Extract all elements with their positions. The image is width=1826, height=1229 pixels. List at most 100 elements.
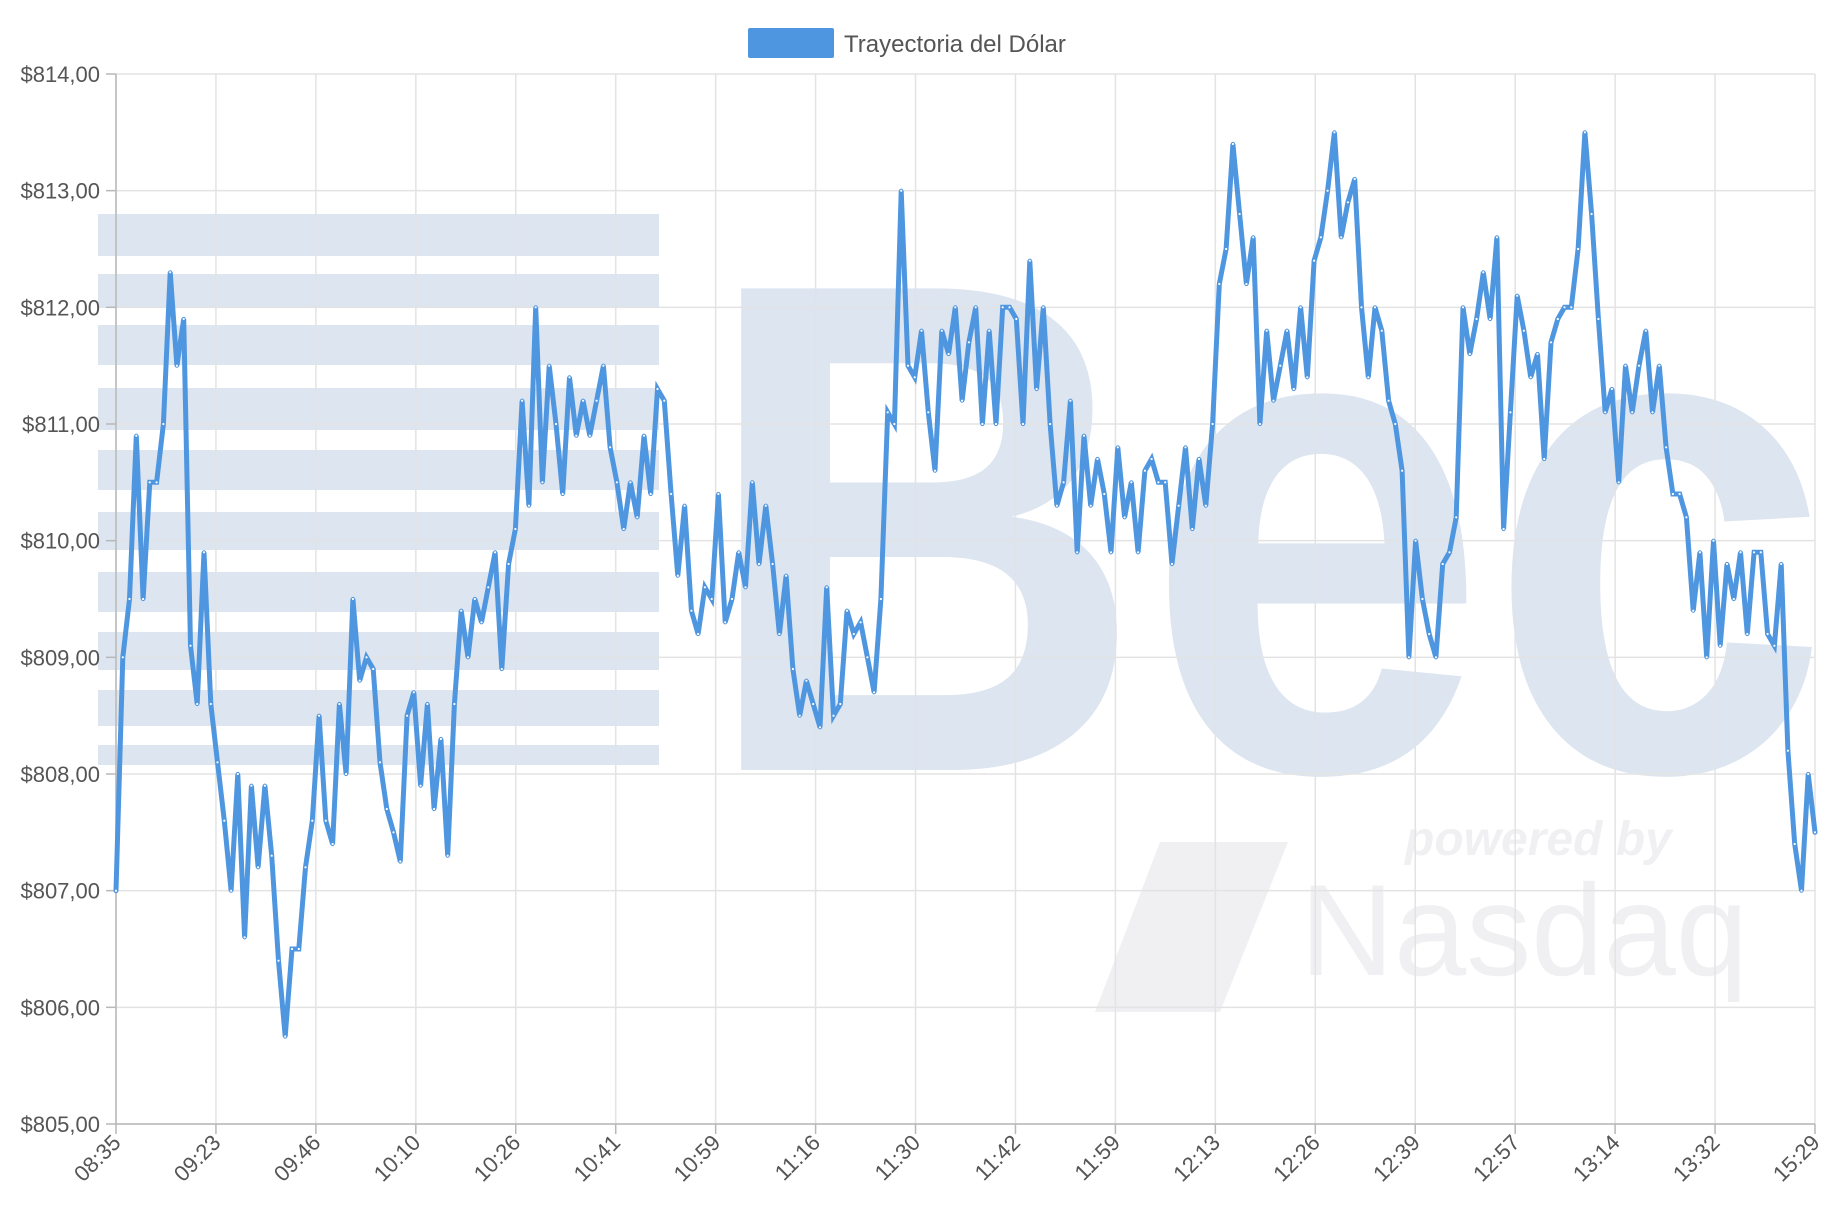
- data-point[interactable]: [195, 701, 200, 707]
- legend-label[interactable]: Trayectoria del Dólar: [844, 31, 1066, 58]
- data-point[interactable]: [432, 806, 437, 812]
- data-point[interactable]: [831, 713, 836, 718]
- data-point[interactable]: [249, 783, 254, 788]
- data-point[interactable]: [371, 666, 376, 672]
- data-point[interactable]: [1163, 480, 1168, 485]
- data-point[interactable]: [1745, 631, 1750, 637]
- data-point[interactable]: [113, 888, 119, 893]
- data-point[interactable]: [1447, 550, 1452, 555]
- data-point[interactable]: [1697, 550, 1703, 555]
- data-point[interactable]: [296, 946, 301, 952]
- data-point[interactable]: [1657, 363, 1662, 368]
- data-point[interactable]: [1196, 456, 1202, 462]
- data-point[interactable]: [1812, 830, 1818, 835]
- data-point[interactable]: [797, 713, 802, 718]
- data-point[interactable]: [553, 421, 559, 427]
- data-point[interactable]: [1799, 888, 1804, 893]
- data-point[interactable]: [1007, 305, 1012, 310]
- data-point[interactable]: [1555, 316, 1560, 322]
- data-point[interactable]: [547, 363, 552, 368]
- data-point[interactable]: [872, 690, 877, 695]
- data-point[interactable]: [993, 421, 999, 427]
- data-point[interactable]: [1589, 211, 1594, 217]
- data-point[interactable]: [1115, 445, 1120, 450]
- data-point[interactable]: [506, 561, 511, 567]
- data-point[interactable]: [269, 853, 274, 858]
- data-point[interactable]: [1718, 643, 1723, 648]
- data-point[interactable]: [1237, 211, 1242, 217]
- data-point[interactable]: [1738, 550, 1743, 555]
- data-point[interactable]: [1210, 421, 1215, 427]
- data-point[interactable]: [838, 701, 843, 707]
- data-point[interactable]: [1427, 631, 1432, 637]
- data-point[interactable]: [174, 363, 179, 368]
- data-point[interactable]: [784, 573, 789, 578]
- data-point[interactable]: [459, 608, 464, 613]
- data-point[interactable]: [344, 771, 349, 777]
- data-point[interactable]: [1765, 631, 1770, 637]
- data-point[interactable]: [533, 305, 538, 310]
- data-point[interactable]: [141, 596, 146, 602]
- data-point[interactable]: [438, 736, 443, 742]
- data-point[interactable]: [1460, 305, 1466, 310]
- data-point[interactable]: [1325, 188, 1330, 193]
- data-point[interactable]: [770, 561, 775, 567]
- data-point[interactable]: [1305, 375, 1310, 380]
- data-point[interactable]: [330, 841, 335, 847]
- data-point[interactable]: [1108, 550, 1114, 555]
- data-point[interactable]: [601, 363, 606, 368]
- data-point[interactable]: [899, 188, 904, 193]
- data-point[interactable]: [181, 316, 186, 322]
- data-point[interactable]: [946, 351, 951, 357]
- data-point[interactable]: [648, 491, 653, 497]
- data-point[interactable]: [1413, 538, 1418, 543]
- data-point[interactable]: [689, 608, 694, 613]
- legend-swatch[interactable]: [748, 28, 834, 58]
- data-point[interactable]: [1643, 328, 1648, 333]
- data-point[interactable]: [337, 701, 342, 707]
- data-point[interactable]: [310, 818, 315, 823]
- data-point[interactable]: [526, 503, 532, 508]
- data-point[interactable]: [357, 678, 362, 683]
- data-point[interactable]: [926, 410, 931, 415]
- data-point[interactable]: [1406, 655, 1412, 660]
- data-point[interactable]: [1569, 305, 1574, 310]
- data-point[interactable]: [1616, 480, 1621, 485]
- data-point[interactable]: [1359, 305, 1364, 310]
- data-point[interactable]: [581, 398, 586, 403]
- data-point[interactable]: [1284, 328, 1290, 333]
- data-point[interactable]: [1264, 328, 1269, 333]
- data-point[interactable]: [1454, 515, 1459, 520]
- data-point[interactable]: [1603, 410, 1608, 415]
- data-point[interactable]: [208, 701, 213, 707]
- data-point[interactable]: [1244, 281, 1249, 287]
- data-point[interactable]: [472, 596, 477, 602]
- data-point[interactable]: [1596, 316, 1601, 322]
- data-point[interactable]: [229, 888, 234, 893]
- data-point[interactable]: [1095, 456, 1100, 462]
- data-point[interactable]: [283, 1034, 288, 1039]
- data-point[interactable]: [1731, 596, 1736, 602]
- data-point[interactable]: [614, 480, 620, 485]
- data-point[interactable]: [1339, 235, 1344, 240]
- data-point[interactable]: [919, 328, 924, 333]
- data-point[interactable]: [1630, 410, 1635, 415]
- data-point[interactable]: [1521, 328, 1527, 333]
- data-point[interactable]: [303, 865, 308, 870]
- data-point[interactable]: [1257, 421, 1263, 427]
- data-point[interactable]: [1704, 655, 1709, 660]
- data-point[interactable]: [621, 526, 626, 532]
- data-point[interactable]: [1291, 386, 1296, 392]
- data-point[interactable]: [1636, 363, 1642, 368]
- data-point[interactable]: [1020, 421, 1026, 427]
- data-point[interactable]: [1075, 550, 1080, 555]
- data-point[interactable]: [682, 503, 687, 508]
- data-point[interactable]: [716, 491, 721, 497]
- data-point[interactable]: [1183, 445, 1188, 450]
- data-point[interactable]: [1779, 561, 1784, 567]
- data-point[interactable]: [262, 783, 267, 788]
- data-point[interactable]: [1386, 398, 1391, 403]
- data-point[interactable]: [1149, 456, 1154, 462]
- data-point[interactable]: [1785, 748, 1791, 753]
- data-point[interactable]: [465, 655, 471, 660]
